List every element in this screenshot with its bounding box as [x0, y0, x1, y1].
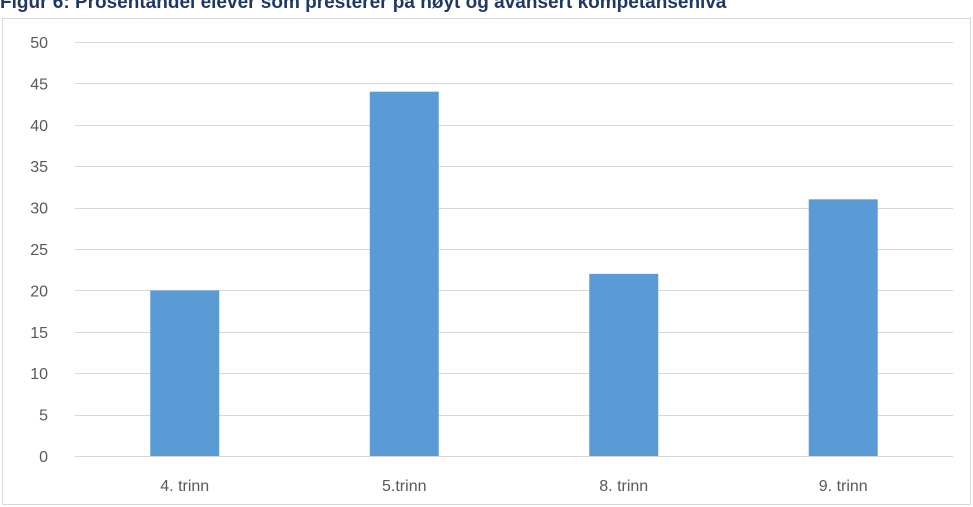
y-tick-label: 15 [30, 325, 48, 342]
x-tick-labels: 4. trinn 5.trinn 8. trinn 9. trinn [160, 478, 867, 495]
bar [369, 91, 439, 457]
y-tick-label: 20 [30, 283, 48, 300]
gridlines [75, 42, 953, 416]
y-tick-label: 10 [30, 366, 48, 383]
chart-title: Figur 6: Prosentandel elever som prester… [0, 0, 727, 13]
x-tick-label: 8. trinn [599, 478, 648, 495]
y-tick-label: 30 [30, 201, 48, 218]
y-tick-label: 45 [30, 76, 48, 93]
bar [150, 290, 220, 456]
bar [589, 273, 659, 456]
bars [150, 91, 878, 457]
x-tick-label: 4. trinn [160, 478, 209, 495]
y-tick-label: 0 [39, 449, 48, 466]
y-tick-label: 5 [39, 408, 48, 425]
y-tick-labels: 0 5 10 15 20 25 30 35 40 45 50 [30, 35, 48, 466]
x-tick-label: 9. trinn [819, 478, 868, 495]
y-tick-label: 25 [30, 242, 48, 259]
bar [808, 199, 878, 456]
x-tick-label: 5.trinn [382, 478, 426, 495]
chart-frame [2, 18, 971, 505]
y-tick-label: 50 [30, 35, 48, 52]
y-tick-label: 35 [30, 159, 48, 176]
y-tick-label: 40 [30, 118, 48, 135]
